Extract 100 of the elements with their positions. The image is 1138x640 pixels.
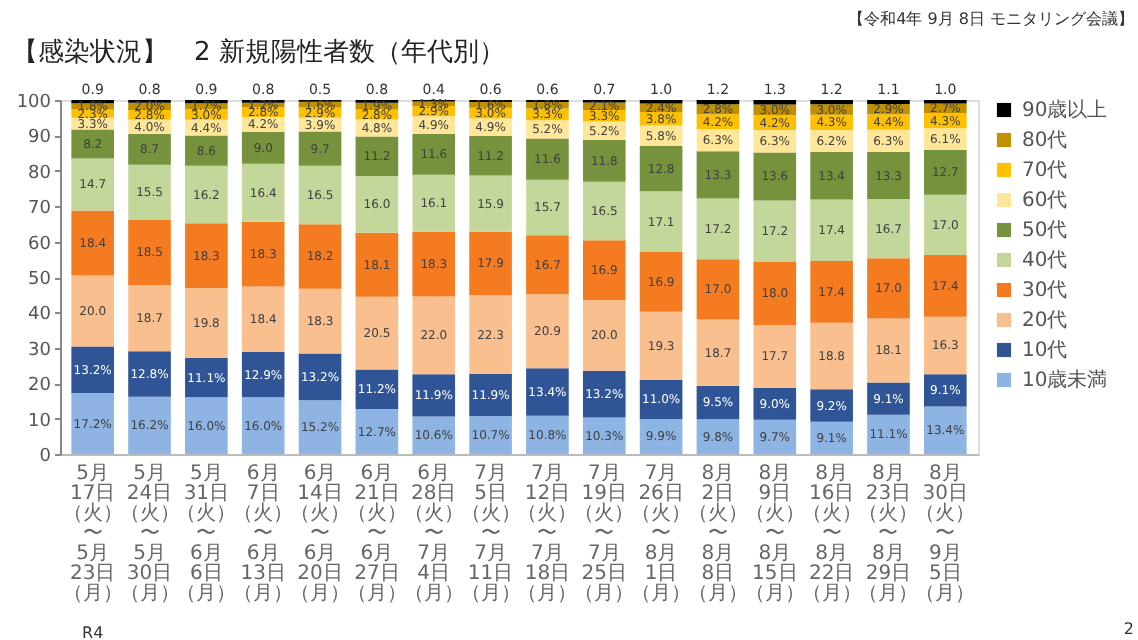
bar (469, 175, 512, 232)
bar (867, 318, 910, 383)
bar (298, 400, 342, 454)
bar (639, 191, 683, 252)
bar (867, 382, 910, 415)
bar (298, 131, 342, 166)
y-tick-label: 90 (28, 128, 52, 149)
bar (810, 322, 853, 390)
bar (185, 223, 228, 288)
bar (924, 194, 967, 256)
bar (582, 370, 626, 418)
bar (526, 179, 569, 236)
bar (810, 389, 853, 422)
bar (71, 275, 114, 347)
bar (412, 374, 456, 417)
bar (469, 295, 512, 374)
bar (71, 346, 114, 394)
x-tick-label: 8月9日（火）〜8月15日（月） (744, 463, 805, 605)
text: 2 (1123, 620, 1134, 638)
bar (867, 152, 910, 200)
bar (582, 181, 626, 241)
bar (241, 163, 285, 222)
bar (298, 353, 342, 401)
bar (469, 374, 512, 417)
bar (128, 285, 171, 352)
x-tick-label: 7月26日（火）〜8月1日（月） (631, 463, 692, 605)
bar (924, 255, 967, 317)
bar (355, 296, 399, 370)
bar (696, 259, 740, 320)
x-tick-label: 8月30日（火）〜9月5日（月） (915, 463, 976, 605)
y-tick-label: 50 (28, 270, 52, 290)
bar (412, 296, 456, 375)
x-tick-label: 5月24日（火）〜5月30日（月） (119, 463, 180, 605)
text: 【令和4年 9月 8日 モニタリング会議】 (848, 10, 1134, 28)
legend-label: 50代 (1022, 220, 1068, 242)
bar (355, 409, 399, 454)
bar (810, 199, 853, 262)
bar (241, 351, 285, 398)
bar (526, 235, 569, 295)
bar (128, 164, 171, 220)
text: R4 (82, 624, 104, 640)
bar (128, 351, 171, 397)
y-tick-label: 80 (28, 163, 52, 184)
bar (412, 174, 456, 232)
legend-label: 10代 (1022, 340, 1068, 362)
y-tick-label: 60 (28, 234, 52, 255)
bar (412, 133, 456, 175)
x-tick-label: 6月7日（火）〜6月13日（月） (233, 463, 294, 605)
bar (867, 414, 910, 454)
bar (867, 199, 910, 259)
bar (412, 231, 456, 297)
bar (469, 416, 512, 454)
bar (753, 261, 797, 326)
bar (185, 135, 228, 166)
bar (71, 158, 114, 211)
bar (526, 368, 569, 416)
bar (355, 176, 399, 233)
bar (753, 200, 797, 262)
bar (924, 374, 967, 407)
bar (582, 240, 626, 301)
bar (241, 286, 285, 352)
x-tick-label: 7月12日（火）〜7月18日（月） (517, 463, 578, 605)
bar (71, 393, 114, 454)
y-tick-label: 20 (28, 376, 52, 397)
bar (185, 165, 228, 224)
bar (696, 319, 740, 386)
bar (185, 358, 228, 398)
y-tick-label: 30 (28, 340, 52, 361)
bar (867, 258, 910, 319)
chart-title: 【感染状況】 2 新規陽性者数（年代別） (12, 38, 505, 68)
x-tick-label: 8月2日（火）〜8月8日（月） (687, 463, 748, 605)
legend-label: 60代 (1022, 190, 1068, 212)
legend-label: 20代 (1022, 310, 1068, 332)
bar (185, 397, 228, 454)
y-tick-label: 0 (39, 447, 52, 467)
legend-label: 40代 (1022, 250, 1068, 272)
bar (241, 397, 285, 454)
bar (639, 311, 683, 381)
bar (582, 140, 626, 182)
bar (412, 416, 456, 454)
bar (298, 165, 342, 225)
bar (128, 219, 171, 286)
bar (924, 406, 967, 454)
legend-label: 10歳未満 (1022, 368, 1108, 392)
x-tick-label: 5月31日（火）〜6月6日（月） (176, 463, 237, 605)
bar (810, 152, 853, 200)
bar (128, 396, 171, 454)
bar (185, 287, 228, 359)
bar (753, 152, 797, 201)
bar (71, 129, 114, 159)
bar (753, 325, 797, 388)
bar (582, 300, 626, 371)
bar (810, 261, 853, 323)
x-tick-label: 8月23日（火）〜8月29日（月） (858, 463, 919, 605)
bar (241, 221, 285, 287)
legend-label: 70代 (1022, 160, 1068, 182)
bar (128, 133, 171, 165)
y-tick-label: 10 (28, 411, 52, 432)
y-tick-label: 100 (16, 93, 52, 113)
bar (71, 210, 114, 276)
